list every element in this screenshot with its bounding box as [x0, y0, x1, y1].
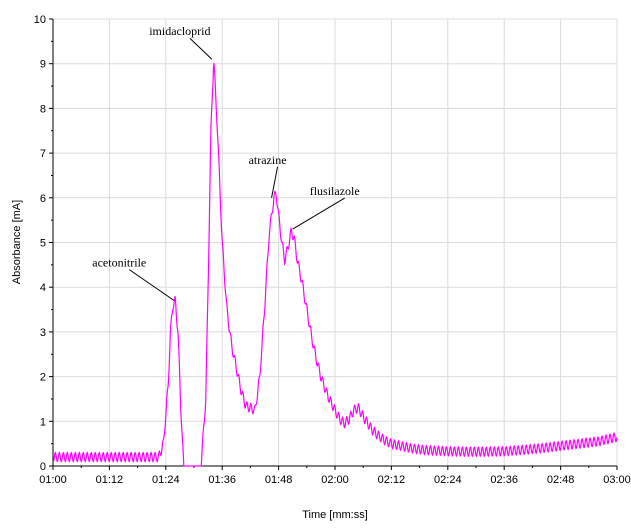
- y-tick-label: 2: [40, 372, 46, 384]
- annotation-label: atrazine: [249, 153, 287, 167]
- grid-lines: [52, 18, 618, 467]
- annotation-label: acetonitrile: [92, 256, 146, 270]
- annotation-leader: [128, 269, 175, 302]
- y-tick-label: 9: [40, 59, 46, 71]
- x-tick-label: 02:24: [434, 474, 462, 486]
- x-tick-label: 02:12: [378, 474, 406, 486]
- annotation-label: imidacloprid: [149, 24, 210, 38]
- x-tick-label: 02:00: [321, 474, 349, 486]
- y-tick-label: 8: [40, 103, 46, 115]
- x-tick-label: 01:00: [39, 474, 67, 486]
- y-tick-label: 3: [40, 327, 46, 339]
- y-tick-label: 0: [40, 461, 46, 473]
- y-tick-label: 1: [40, 416, 46, 428]
- x-tick-label: 01:24: [152, 474, 180, 486]
- annotation-leader: [271, 166, 279, 198]
- x-tick-label: 01:12: [96, 474, 124, 486]
- y-tick-label: 10: [34, 14, 46, 26]
- y-axis-ticks: 0 1 2 3 4 5 6 7 8 9 10: [34, 14, 53, 473]
- x-axis-title: Time [mm:ss]: [302, 509, 368, 521]
- y-tick-label: 5: [40, 238, 46, 250]
- y-tick-label: 7: [40, 148, 46, 160]
- x-tick-label: 03:00: [603, 474, 631, 486]
- x-tick-label: 02:36: [490, 474, 518, 486]
- annotation-leader: [292, 197, 345, 230]
- y-tick-label: 4: [40, 282, 46, 294]
- x-tick-label: 01:48: [265, 474, 293, 486]
- peak-annotations: acetonitrile imidacloprid atrazine flusilaz…: [92, 24, 360, 302]
- x-tick-label: 02:48: [547, 474, 575, 486]
- x-axis-ticks: 01:00 01:12 01:24 01:36 01:48 02:00 02:12 02:24…: [39, 466, 631, 486]
- y-tick-label: 6: [40, 193, 46, 205]
- x-tick-label: 01:36: [208, 474, 236, 486]
- annotation-leader: [189, 37, 213, 60]
- absorbance-trace: [52, 62, 618, 467]
- y-axis-title: Absorbance [mA]: [11, 200, 23, 284]
- annotation-label: flusilazole: [310, 184, 360, 198]
